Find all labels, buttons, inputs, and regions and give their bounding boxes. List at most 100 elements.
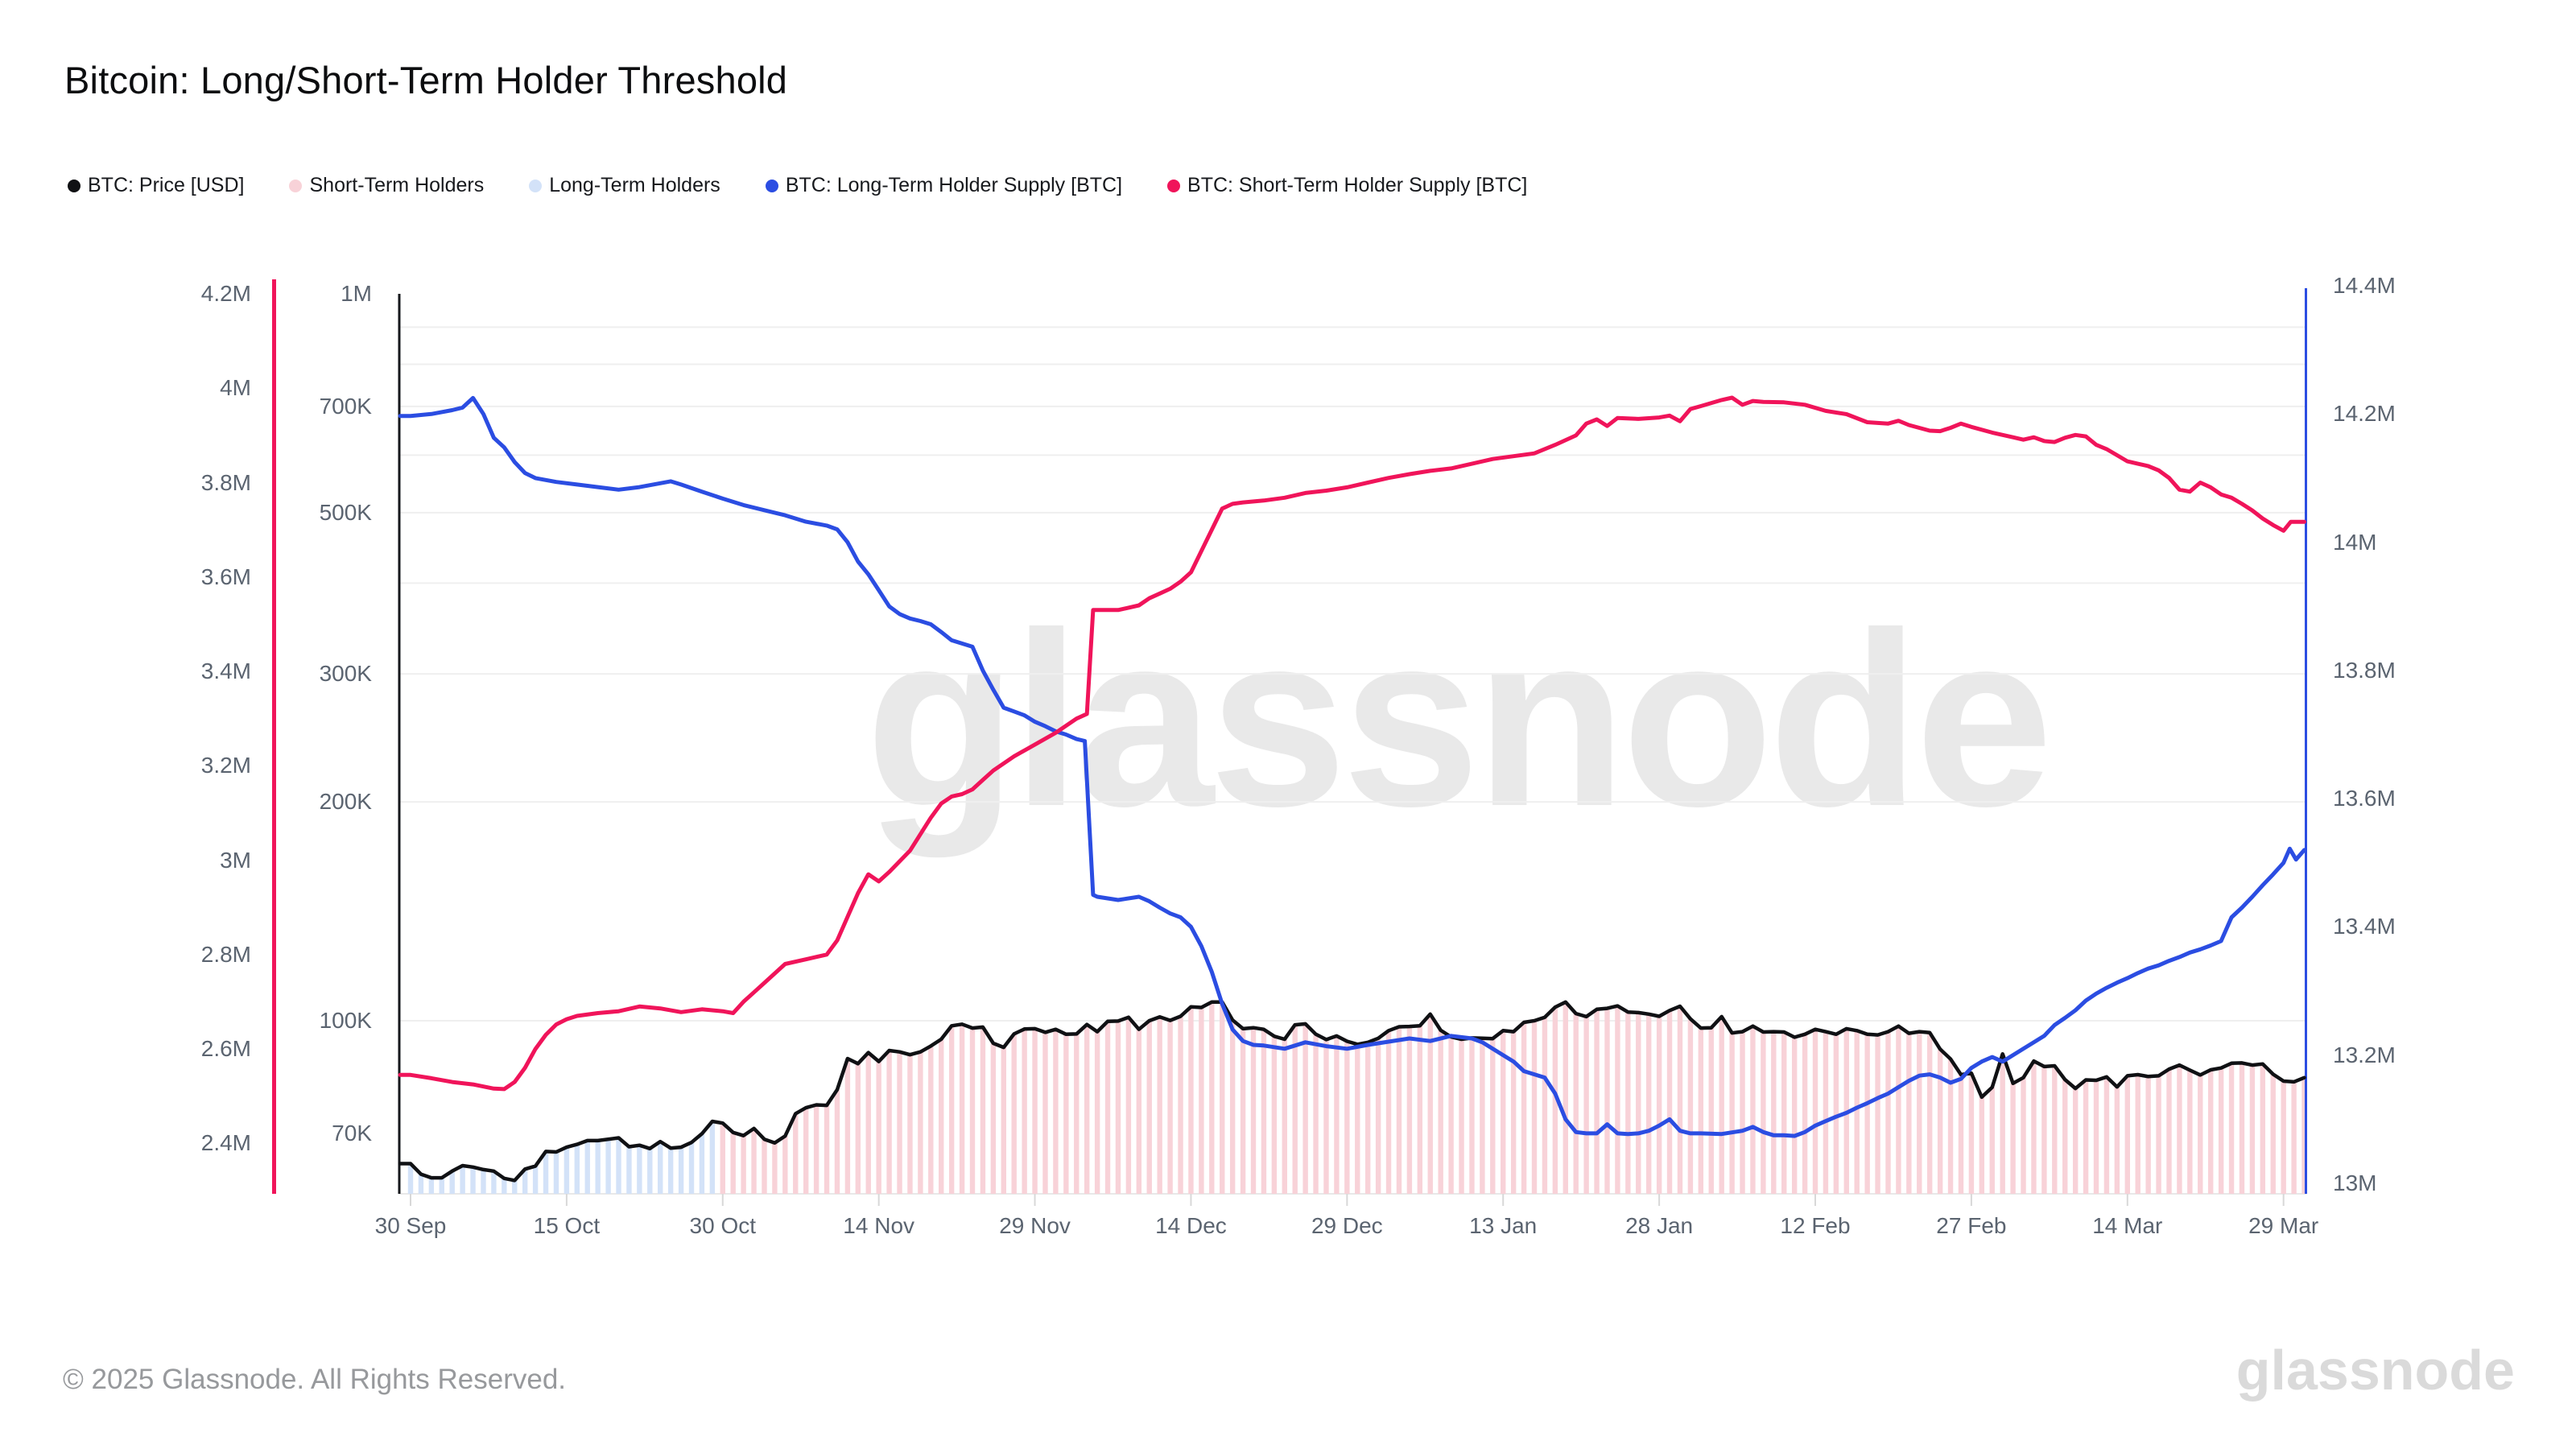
holder-band-bar <box>1094 1031 1100 1194</box>
holder-band-bar <box>2291 1081 2297 1194</box>
holder-band-bar <box>439 1178 444 1194</box>
holder-band-bar <box>699 1133 705 1194</box>
legend-item-4[interactable]: BTC: Short-Term Holder Supply [BTC] <box>1167 174 1527 197</box>
holder-band-bar <box>2041 1066 2047 1194</box>
holder-band-bar <box>1761 1031 1766 1194</box>
holder-band-bar <box>948 1026 955 1194</box>
holder-band-bar <box>2145 1076 2151 1194</box>
holder-band-bar <box>1032 1028 1038 1194</box>
holder-band-bar <box>1209 1001 1215 1194</box>
holder-band-bar <box>1958 1074 1964 1194</box>
holder-band-bar <box>2228 1063 2235 1194</box>
holder-band-bar <box>2187 1070 2193 1194</box>
holder-band-bar <box>793 1113 799 1194</box>
holder-band-bar <box>2031 1061 2037 1194</box>
holder-band-bar <box>1469 1038 1475 1194</box>
holder-band-bar <box>502 1178 507 1194</box>
holder-band-bar <box>584 1140 590 1194</box>
holder-band-bar <box>1896 1026 1901 1194</box>
holder-band-bar <box>1926 1032 1933 1194</box>
legend-item-label: BTC: Short-Term Holder Supply [BTC] <box>1187 174 1528 196</box>
x-axis-tick: 30 Sep <box>374 1213 447 1238</box>
legend-item-label: Short-Term Holders <box>309 174 485 196</box>
holder-band-bar <box>1115 1021 1121 1194</box>
holder-band-bar <box>1292 1025 1298 1194</box>
holder-band-bar <box>2114 1087 2120 1194</box>
holder-band-bar <box>1729 1033 1735 1194</box>
holder-band-bar <box>1448 1037 1454 1194</box>
holder-band-bar <box>1968 1073 1975 1194</box>
holder-band-bar <box>1167 1020 1173 1194</box>
holder-band-bar <box>1687 1018 1694 1194</box>
holder-band-bar <box>2198 1075 2203 1194</box>
holder-band-bar <box>1583 1016 1589 1194</box>
holder-band-bar <box>418 1174 424 1194</box>
holder-band-bar <box>1708 1027 1714 1194</box>
page-title: Bitcoin: Long/Short-Term Holder Threshol… <box>64 59 788 101</box>
holder-band-bar <box>428 1178 435 1194</box>
holder-band-bar <box>1490 1038 1496 1194</box>
holder-band-bar <box>1645 1013 1652 1194</box>
holder-band-bar <box>481 1169 486 1194</box>
left-price-axis-tick: 500K <box>319 499 372 525</box>
left-sth-axis-tick: 2.8M <box>200 941 251 967</box>
holder-band-bar <box>2010 1083 2016 1194</box>
legend: BTC: Price [USD] Short-Term Holders Long-T… <box>68 174 1527 197</box>
legend-item-1[interactable]: Short-Term Holders <box>289 174 484 197</box>
x-axis-tick: 29 Dec <box>1311 1213 1383 1238</box>
holder-band-bar <box>2062 1080 2068 1194</box>
left-sth-axis-tick: 2.6M <box>200 1036 251 1062</box>
legend-item-2[interactable]: Long-Term Holders <box>529 174 720 197</box>
x-axis-tick: 12 Feb <box>1780 1213 1851 1238</box>
holder-band-bar <box>543 1151 549 1194</box>
holder-band-bar <box>824 1105 830 1194</box>
holder-band-bar <box>959 1024 965 1194</box>
right-lth-axis-tick: 13.6M <box>2333 786 2396 811</box>
holder-band-bar <box>876 1061 881 1194</box>
holder-band-bar <box>1510 1031 1517 1194</box>
holder-band-bar <box>688 1142 695 1194</box>
x-axis-tick: 27 Feb <box>1936 1213 2007 1238</box>
copyright-text: © 2025 Glassnode. All Rights Reserved. <box>63 1364 567 1395</box>
holder-band-bar <box>491 1170 497 1194</box>
holder-band-bar <box>2052 1065 2058 1194</box>
sth-supply-line <box>398 395 2306 1092</box>
holder-band-bar <box>1438 1030 1443 1194</box>
holder-band-bar <box>918 1051 923 1194</box>
holder-band-bar <box>1906 1033 1912 1194</box>
holder-band-bar <box>1313 1034 1319 1194</box>
holder-band-bar <box>1636 1012 1641 1194</box>
holder-band-bar <box>605 1139 611 1194</box>
holder-band-bar <box>2093 1080 2099 1194</box>
left-price-axis-tick: 200K <box>319 789 372 815</box>
right-lth-axis-tick: 13M <box>2333 1170 2377 1195</box>
holder-band-bar <box>1521 1022 1527 1194</box>
legend-item-3[interactable]: BTC: Long-Term Holder Supply [BTC] <box>765 174 1122 197</box>
glassnode-logo: glassnode <box>2235 1339 2515 1402</box>
holder-band-bar <box>407 1163 414 1194</box>
btc-price-line <box>398 1000 2306 1183</box>
holder-band-bar <box>1417 1026 1423 1194</box>
holder-band-bar <box>1104 1021 1111 1194</box>
holder-band-bar <box>1125 1017 1132 1194</box>
right-lth-axis-tick: 14.4M <box>2333 273 2396 298</box>
left-price-axis-tick: 1M <box>341 281 372 306</box>
left-sth-axis-line <box>272 279 276 1194</box>
holder-band-bar <box>1240 1028 1246 1194</box>
holder-band-bar <box>2207 1069 2214 1194</box>
left-price-axis-tick: 100K <box>319 1008 372 1033</box>
holder-band-bar <box>2103 1076 2110 1194</box>
holder-band-bar <box>813 1104 819 1194</box>
legend-item-0[interactable]: BTC: Price [USD] <box>68 174 244 197</box>
holder-band-bar <box>512 1180 518 1194</box>
legend-dot-icon <box>1167 179 1181 192</box>
holder-band-bar <box>2239 1063 2245 1194</box>
holder-band-bar <box>658 1141 663 1194</box>
holder-band-bar <box>1552 1007 1558 1194</box>
holder-band-bar <box>1594 1009 1600 1194</box>
x-axis-tick: 15 Oct <box>533 1213 601 1238</box>
holder-band-bar <box>1875 1034 1880 1194</box>
holder-band-bar <box>2124 1075 2130 1194</box>
